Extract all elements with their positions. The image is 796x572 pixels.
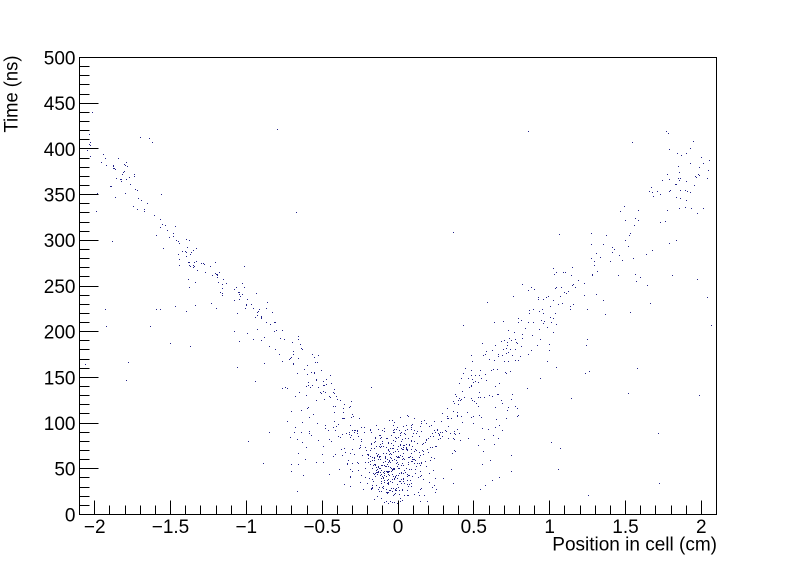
svg-text:1: 1 <box>544 517 555 538</box>
svg-text:Time (ns): Time (ns) <box>2 56 23 133</box>
svg-text:Position in cell (cm): Position in cell (cm) <box>552 535 717 556</box>
svg-text:250: 250 <box>44 277 76 298</box>
svg-text:0: 0 <box>65 505 76 526</box>
svg-text:450: 450 <box>44 94 76 115</box>
svg-text:50: 50 <box>54 460 75 481</box>
svg-text:−2: −2 <box>84 517 106 538</box>
svg-text:300: 300 <box>44 231 76 252</box>
svg-text:150: 150 <box>44 368 76 389</box>
svg-text:100: 100 <box>44 414 76 435</box>
svg-text:200: 200 <box>44 323 76 344</box>
svg-text:−1.5: −1.5 <box>152 517 190 538</box>
svg-text:400: 400 <box>44 140 76 161</box>
svg-text:0: 0 <box>393 517 404 538</box>
svg-text:−1: −1 <box>235 517 257 538</box>
svg-text:2: 2 <box>696 517 707 538</box>
svg-text:1.5: 1.5 <box>612 517 638 538</box>
svg-text:−0.5: −0.5 <box>303 517 341 538</box>
svg-text:0.5: 0.5 <box>461 517 487 538</box>
svg-text:350: 350 <box>44 186 76 207</box>
svg-text:500: 500 <box>44 48 76 69</box>
